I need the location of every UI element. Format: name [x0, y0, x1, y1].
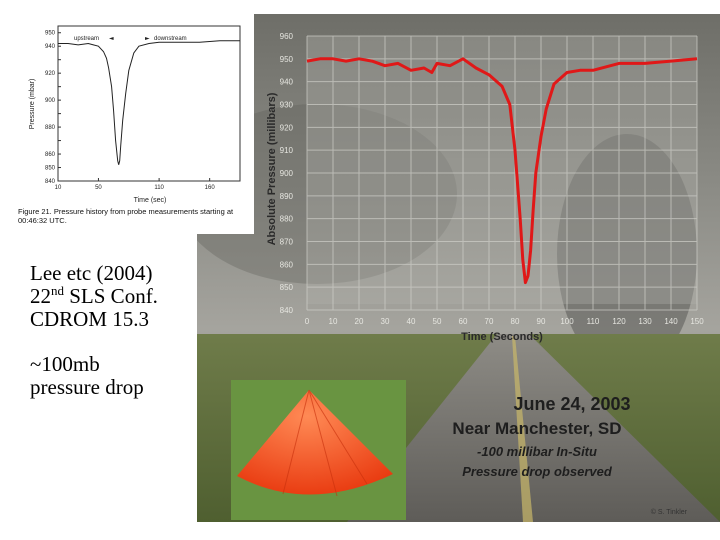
tornado-photo-panel: 0 10 20 30 40 50 60 70 80 90 100 110 120 130 140 150 840… — [197, 14, 720, 522]
downstream-arrow-icon: ► — [145, 35, 150, 42]
photo-ytick-label: 850 — [280, 283, 294, 292]
photo-chart-ylabel: Absolute Pressure (millibars) — [266, 92, 278, 245]
upstream-arrow-icon: ◄ — [109, 35, 114, 42]
photo-note-1: -100 millibar In-Situ — [477, 444, 597, 459]
photo-xtick-label: 50 — [433, 317, 442, 326]
photo-place: Near Manchester, SD — [452, 419, 621, 438]
photo-xtick-label: 40 — [407, 317, 416, 326]
photo-xtick-label: 30 — [381, 317, 390, 326]
photo-xtick-label: 70 — [485, 317, 494, 326]
inset-ytick-label: 920 — [45, 71, 56, 77]
photo-pressure-series — [306, 57, 698, 285]
inset-ytick-label: 880 — [45, 125, 56, 131]
road — [347, 334, 720, 522]
photo-xtick-label: 10 — [329, 317, 338, 326]
photo-xtick-label: 20 — [355, 317, 364, 326]
inset-plot-frame — [57, 25, 241, 182]
citation-conference: 22nd SLS Conf. — [30, 283, 205, 308]
inset-annotation-downstream: downstream — [154, 36, 187, 42]
photo-xtick-label: 140 — [664, 317, 678, 326]
figure-21-caption: Figure 21. Pressure history from probe m… — [18, 207, 234, 225]
photo-xtick-label: 90 — [537, 317, 546, 326]
photo-xtick-label: 80 — [511, 317, 520, 326]
probe-cone — [237, 390, 393, 495]
photo-xtick-label: 150 — [690, 317, 704, 326]
photo-xtick-label: 110 — [587, 317, 600, 326]
photo-ytick-label: 960 — [280, 32, 294, 41]
conference-name: SLS Conf. — [64, 284, 158, 308]
inset-ytick-label: 900 — [45, 98, 56, 104]
photo-ytick-label: 910 — [280, 146, 294, 155]
inset-xtick-label: 50 — [95, 185, 102, 191]
photo-ytick-label: 840 — [280, 306, 294, 315]
citation-author: Lee etc (2004) — [30, 261, 153, 285]
conference-number: 22 — [30, 284, 51, 308]
photo-ytick-label: 930 — [280, 101, 294, 110]
inset-ytick-label: 850 — [45, 166, 56, 172]
inset-xtick-label: 160 — [205, 185, 216, 191]
inset-xtick-label: 10 — [55, 185, 62, 191]
probe-cone-inset — [231, 380, 406, 520]
figure-21-inset: 840 850 860 880 900 920 940 950 10 50 110 160 upstr… — [18, 14, 254, 234]
inset-xtick-label: 110 — [154, 185, 164, 191]
pressure-drop-amount: ~100mb — [30, 352, 100, 376]
slide-text: Lee etc (2004) 22nd SLS Conf. CDROM 15.3… — [30, 262, 205, 399]
inset-chart-xlabel: Time (sec) — [134, 197, 167, 204]
photo-ytick-label: 920 — [280, 123, 294, 132]
photo-xtick-label: 0 — [305, 317, 310, 326]
photo-xtick-label: 120 — [612, 317, 626, 326]
photo-ytick-label: 880 — [280, 215, 294, 224]
inset-ytick-label: 860 — [45, 152, 56, 158]
inset-ytick-label: 940 — [45, 44, 56, 50]
photo-ytick-label: 890 — [280, 192, 294, 201]
photo-ytick-label: 940 — [280, 78, 294, 87]
tornado-funnel — [557, 134, 697, 374]
inset-chart-ylabel: Pressure (mbar) — [29, 79, 36, 130]
inset-pressure-series — [58, 40, 240, 165]
inset-ytick-label: 950 — [45, 31, 56, 37]
photo-xtick-label: 130 — [638, 317, 652, 326]
photo-ytick-label: 860 — [280, 260, 294, 269]
chart-plot-area — [307, 36, 697, 304]
photo-ytick-label: 870 — [280, 238, 294, 247]
photo-xtick-label: 100 — [560, 317, 574, 326]
photo-date: June 24, 2003 — [513, 394, 630, 414]
inset-annotation-upstream: upstream — [74, 36, 99, 42]
citation-cdrom: CDROM 15.3 — [30, 307, 150, 331]
pressure-drop-label: pressure drop — [30, 375, 144, 399]
photo-ytick-label: 950 — [280, 55, 294, 64]
photo-chart-xlabel: Time (Seconds) — [461, 331, 543, 343]
photo-ytick-label: 900 — [280, 169, 294, 178]
conference-ordinal: nd — [51, 283, 64, 298]
inset-ytick-label: 840 — [45, 179, 56, 185]
photo-credit: © S. Tinkler — [651, 508, 688, 516]
photo-note-2: Pressure drop observed — [462, 464, 613, 479]
photo-xtick-label: 60 — [459, 317, 468, 326]
